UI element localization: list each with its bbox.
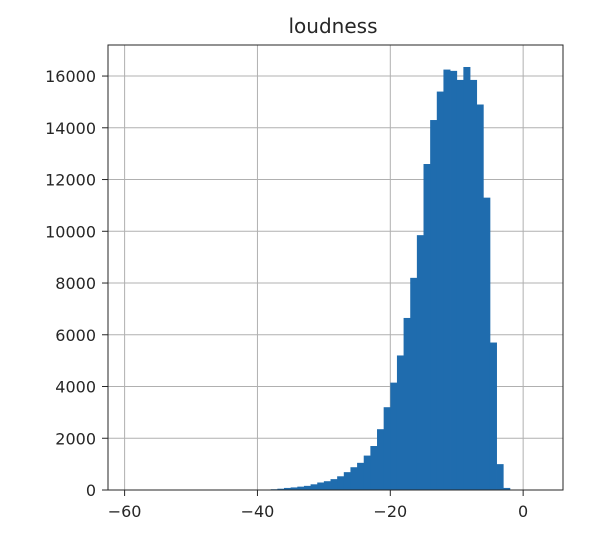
y-tick-label: 2000 xyxy=(55,429,96,448)
y-tick-label: 6000 xyxy=(55,326,96,345)
histogram-bar xyxy=(450,70,458,490)
y-tick-label: 0 xyxy=(86,481,96,500)
x-tick-label: −60 xyxy=(108,502,142,521)
y-tick-label: 14000 xyxy=(45,119,96,138)
histogram-bar xyxy=(284,487,292,490)
histogram-bar xyxy=(370,446,378,490)
histogram-bar xyxy=(410,277,418,490)
plot-frame xyxy=(107,44,564,491)
histogram-bar xyxy=(463,66,471,491)
histogram-bar xyxy=(483,197,491,490)
histogram-bar xyxy=(496,464,504,490)
histogram-bar xyxy=(277,488,285,490)
histogram-bar xyxy=(456,79,464,491)
x-tick-label: 0 xyxy=(518,502,528,521)
histogram-bar xyxy=(443,69,451,490)
x-tick-label: −20 xyxy=(373,502,407,521)
histogram-bar xyxy=(403,317,411,490)
y-tick-label: 4000 xyxy=(55,378,96,397)
histogram-bar xyxy=(337,476,345,490)
chart-title: loudness xyxy=(289,14,378,38)
histogram-bar xyxy=(416,235,424,490)
histogram-bar xyxy=(323,481,331,490)
histogram-bar xyxy=(357,462,365,490)
histogram-bar xyxy=(303,485,311,490)
histogram-bar xyxy=(476,104,484,491)
histogram-bar xyxy=(430,120,438,491)
histogram-bar xyxy=(383,407,391,490)
y-tick-label: 16000 xyxy=(45,67,96,86)
histogram-bar xyxy=(390,382,398,490)
x-tick-label: −40 xyxy=(241,502,275,521)
histogram-bar xyxy=(350,467,358,490)
histogram-bars xyxy=(270,66,517,491)
histogram-bar xyxy=(503,487,511,490)
histogram-bar xyxy=(363,455,371,490)
y-tick-label: 10000 xyxy=(45,222,96,241)
x-axis: −60 −40 −20 0 xyxy=(108,490,528,521)
histogram-bar xyxy=(377,429,385,490)
histogram-bar xyxy=(297,486,305,490)
histogram-bar xyxy=(317,482,325,490)
y-tick-label: 12000 xyxy=(45,171,96,190)
histogram-bar xyxy=(310,484,318,490)
histogram-bar xyxy=(489,342,497,490)
y-tick-label: 8000 xyxy=(55,274,96,293)
histogram-bar xyxy=(290,487,298,490)
y-axis: 0 2000 4000 6000 8000 10000 12000 14000 16000 xyxy=(45,67,108,500)
histogram-bar xyxy=(343,472,351,490)
histogram-bar xyxy=(396,355,404,490)
histogram-bar xyxy=(436,91,444,491)
histogram-bar xyxy=(423,164,431,490)
histogram-bar xyxy=(470,79,478,491)
histogram-bar xyxy=(330,479,338,490)
